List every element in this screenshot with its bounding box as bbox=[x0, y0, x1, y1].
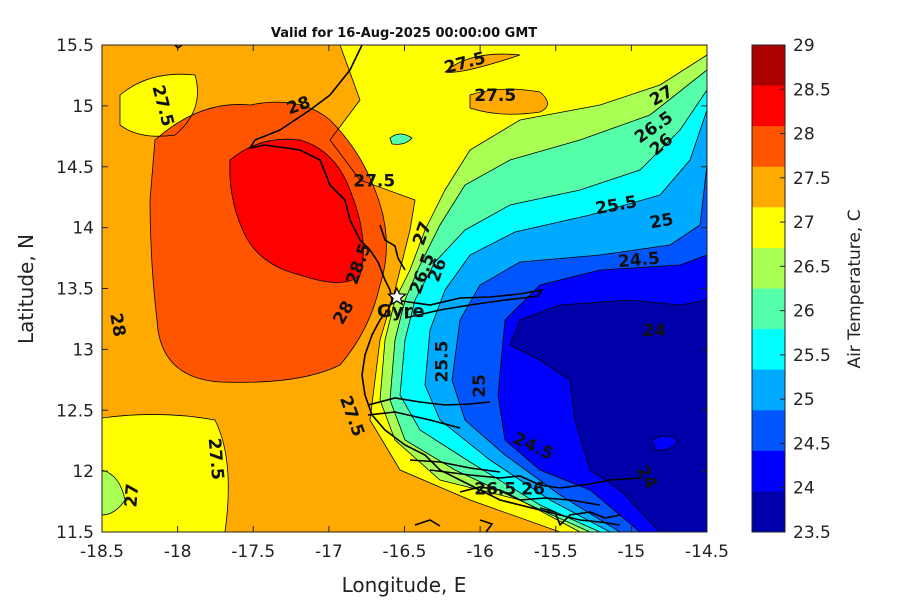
place-marker: Gyre bbox=[377, 286, 425, 322]
place-label: Gyre bbox=[377, 301, 425, 322]
contour-label: 26.5 bbox=[474, 479, 516, 499]
colorbar-swatch bbox=[752, 288, 785, 330]
band-26_5-27-sw bbox=[102, 470, 125, 515]
colorbar-tick-label: 23.5 bbox=[793, 523, 831, 543]
y-tick-label: 12 bbox=[72, 462, 94, 482]
band-28_5-29 bbox=[229, 139, 364, 283]
x-tick-label: -16 bbox=[466, 542, 494, 562]
colorbar-swatch bbox=[752, 166, 785, 208]
colorbar-tick-label: 27 bbox=[793, 213, 815, 233]
contour-label: 24 bbox=[642, 321, 666, 341]
star-icon bbox=[386, 286, 408, 306]
colorbar-label: Air Temperature, C bbox=[845, 209, 865, 368]
colorbar-tick-label: 24 bbox=[793, 479, 815, 499]
colorbar-tick-label: 28 bbox=[793, 125, 815, 145]
contour-label: 25 bbox=[648, 210, 675, 234]
colorbar-swatch bbox=[752, 410, 785, 452]
colorbar-swatch bbox=[752, 45, 785, 87]
contour-label: 24.5 bbox=[617, 249, 661, 273]
temperature-field bbox=[102, 45, 707, 532]
band-27_5-28-patch-north bbox=[445, 54, 520, 73]
band-26-26_5-blob bbox=[390, 134, 412, 145]
contour-lines bbox=[102, 45, 707, 532]
colorbar-tick-label: 29 bbox=[793, 36, 815, 56]
colorbar-swatch bbox=[752, 126, 785, 168]
coastline bbox=[174, 45, 641, 532]
colorbar-tick-label: 25 bbox=[793, 390, 815, 410]
contour-label: 27 bbox=[121, 483, 143, 508]
y-tick-label: 12.5 bbox=[56, 401, 94, 421]
contour-label: 27.5 bbox=[353, 171, 395, 191]
contour-label: 27.5 bbox=[204, 437, 228, 481]
colorbar-tick-label: 26.5 bbox=[793, 257, 831, 277]
y-axis-ticks: 15.5 15 14.5 14 13.5 13 12.5 12 11.5 bbox=[56, 36, 707, 543]
x-tick-label: -17 bbox=[315, 542, 343, 562]
band-27_5-28-patch-ne bbox=[470, 89, 548, 115]
x-tick-label: -18.5 bbox=[80, 542, 124, 562]
y-tick-label: 14 bbox=[72, 219, 94, 239]
colorbar: 29 28.5 28 27.5 27 26.5 26 25.5 25 24.5 24 23.5 bbox=[751, 36, 831, 543]
x-axis-label: Longitude, E bbox=[342, 573, 467, 597]
colorbar-tick-label: 24.5 bbox=[793, 434, 831, 454]
y-tick-label: 15 bbox=[72, 97, 94, 117]
band-23_5-24 bbox=[510, 300, 707, 532]
x-axis-ticks: -18.5 -18 -17.5 -17 -16.5 -16 -15.5 -15 -14.5 bbox=[80, 45, 729, 562]
chart-title: Valid for 16-Aug-2025 00:00:00 GMT bbox=[271, 26, 537, 41]
x-tick-label: -15 bbox=[617, 542, 645, 562]
contour-label: 25 bbox=[470, 374, 490, 398]
colorbar-swatch bbox=[752, 450, 785, 492]
colorbar-swatch bbox=[752, 369, 785, 411]
y-tick-label: 13 bbox=[72, 340, 94, 360]
contour-label: 25.5 bbox=[432, 341, 452, 383]
band-27-27_5-sw bbox=[102, 414, 229, 532]
contour-label: 27.5 bbox=[474, 86, 516, 106]
colorbar-frame bbox=[751, 44, 786, 533]
colorbar-swatch bbox=[752, 247, 785, 289]
y-tick-label: 15.5 bbox=[56, 36, 94, 56]
contour-label: 28 bbox=[105, 312, 129, 339]
y-tick-label: 13.5 bbox=[56, 280, 94, 300]
y-tick-label: 14.5 bbox=[56, 158, 94, 178]
x-tick-label: -16.5 bbox=[383, 542, 427, 562]
colorbar-swatch bbox=[752, 491, 785, 533]
y-axis-label: Latitude, N bbox=[14, 234, 38, 344]
x-tick-label: -18 bbox=[164, 542, 192, 562]
colorbar-swatch bbox=[752, 207, 785, 249]
colorbar-tick-label: 26 bbox=[793, 302, 815, 322]
colorbar-tick-label: 28.5 bbox=[793, 80, 831, 100]
x-tick-label: -15.5 bbox=[534, 542, 578, 562]
y-tick-label: 11.5 bbox=[56, 523, 94, 543]
x-tick-label: -14.5 bbox=[685, 542, 729, 562]
colorbar-tick-label: 27.5 bbox=[793, 169, 831, 189]
colorbar-tick-label: 25.5 bbox=[793, 346, 831, 366]
x-tick-label: -17.5 bbox=[231, 542, 275, 562]
contour-label: 26 bbox=[521, 479, 545, 499]
band-27-27_5-nw bbox=[120, 74, 198, 137]
band-24-24_5-hole bbox=[652, 436, 678, 451]
colorbar-swatch bbox=[752, 329, 785, 371]
colorbar-swatch bbox=[752, 85, 785, 127]
